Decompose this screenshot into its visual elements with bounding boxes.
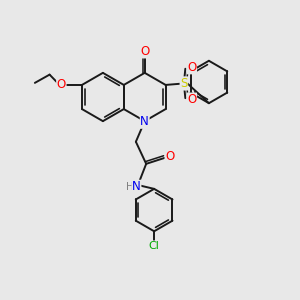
Text: N: N (140, 115, 149, 128)
Text: O: O (187, 93, 196, 106)
Text: O: O (57, 78, 66, 91)
Text: O: O (165, 150, 174, 163)
Text: S: S (180, 77, 188, 90)
Text: Cl: Cl (149, 241, 160, 251)
Text: N: N (132, 180, 141, 193)
Text: H: H (126, 182, 134, 191)
Text: O: O (140, 45, 149, 58)
Text: O: O (187, 61, 196, 74)
